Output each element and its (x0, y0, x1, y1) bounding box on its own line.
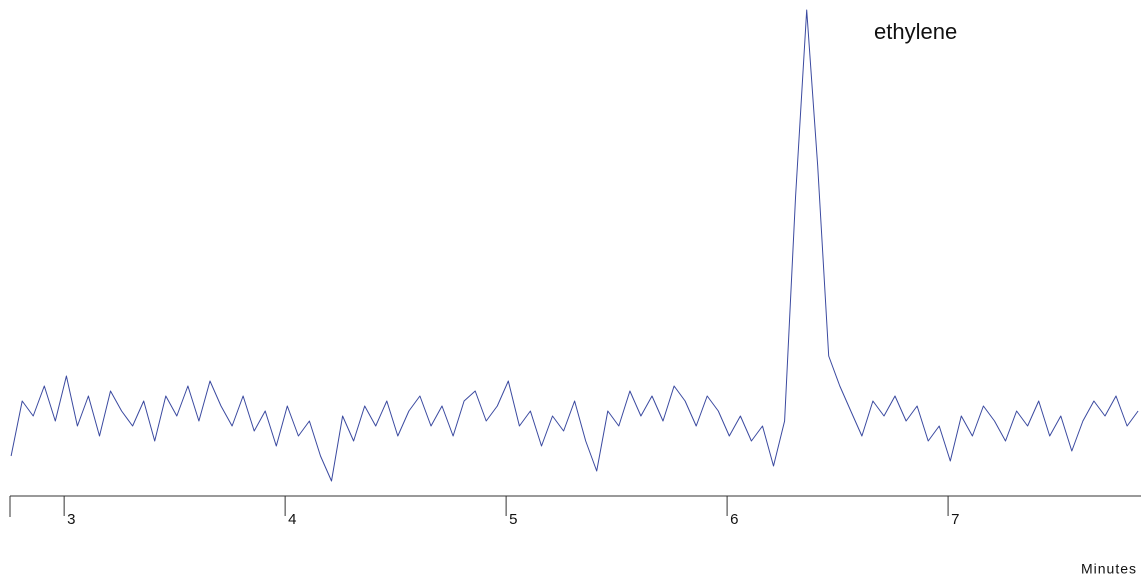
x-tick-label: 6 (730, 511, 738, 528)
x-tick-label: 3 (67, 511, 75, 528)
x-tick-label: 5 (509, 511, 517, 528)
x-tick-label: 7 (951, 511, 959, 528)
x-axis-label: Minutes (1081, 561, 1137, 577)
x-tick-label: 4 (288, 511, 296, 528)
peak-annotation: ethylene (874, 19, 957, 44)
signal-line (10, 9, 1139, 482)
